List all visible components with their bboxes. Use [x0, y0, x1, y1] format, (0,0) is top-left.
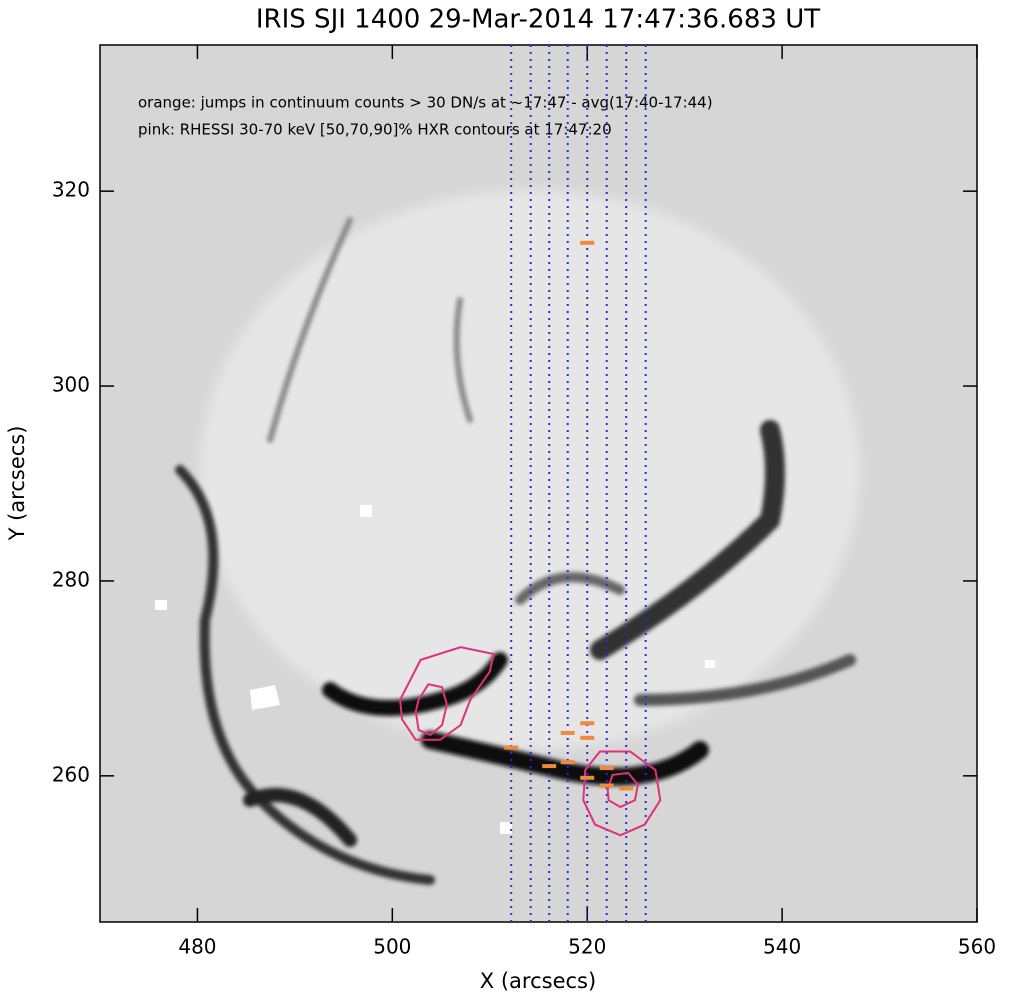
jump-marker [580, 775, 595, 780]
annotation: orange: jumps in continuum counts > 30 D… [138, 94, 713, 112]
jump-marker [542, 764, 557, 769]
jump-marker [599, 783, 614, 788]
x-tick-label: 540 [763, 935, 801, 959]
y-tick-label: 320 [52, 178, 90, 202]
chart-title: IRIS SJI 1400 29-Mar-2014 17:47:36.683 U… [256, 5, 820, 35]
x-tick-label: 520 [568, 935, 606, 959]
x-tick-label: 480 [178, 935, 216, 959]
hxr-contour [414, 683, 448, 737]
jump-marker [599, 766, 614, 771]
solar-image [100, 45, 977, 922]
x-tick-label: 500 [373, 935, 411, 959]
jump-marker [619, 786, 634, 791]
jump-marker [580, 735, 595, 740]
jump-marker [580, 721, 595, 726]
jump-marker [560, 760, 575, 765]
jump-marker [504, 745, 519, 750]
jump-marker [560, 730, 575, 735]
y-tick-label: 280 [52, 567, 90, 591]
y-tick-label: 300 [52, 373, 90, 397]
x-axis-label: X (arcsecs) [480, 969, 596, 993]
hxr-contour [606, 771, 639, 809]
hxr-contour [582, 750, 662, 837]
y-tick-label: 260 [52, 762, 90, 786]
y-axis-label: Y (arcsecs) [5, 426, 29, 542]
x-tick-label: 560 [958, 935, 996, 959]
jump-marker [580, 240, 595, 245]
hxr-contour [399, 646, 495, 741]
annotation: pink: RHESSI 30-70 keV [50,70,90]% HXR c… [138, 121, 612, 139]
plot-frame [99, 44, 978, 923]
